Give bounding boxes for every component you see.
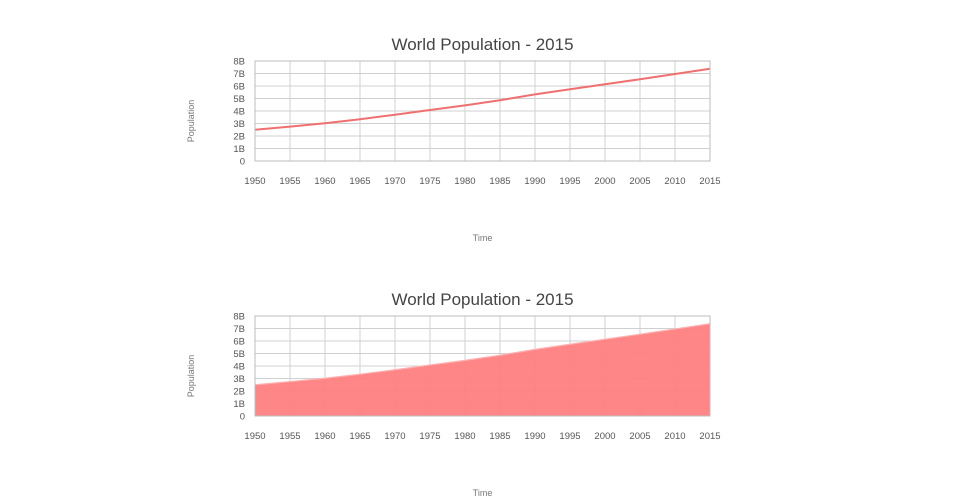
y-tick-label: 7B: [233, 324, 245, 335]
x-tick-label: 1950: [244, 176, 265, 187]
y-tick-label: 5B: [233, 94, 245, 105]
x-tick-label: 1990: [524, 176, 545, 187]
x-tick-label: 2015: [699, 431, 720, 442]
x-tick-label: 1955: [279, 176, 300, 187]
x-tick-label: 1980: [454, 431, 475, 442]
data-point: [288, 380, 292, 384]
x-axis-label: Time: [473, 233, 493, 243]
data-point: [603, 337, 607, 341]
y-axis-label: Population: [186, 100, 196, 143]
y-tick-label: 8B: [233, 312, 245, 323]
data-point: [533, 92, 537, 96]
data-point: [463, 358, 467, 362]
data-point: [288, 125, 292, 129]
data-point: [568, 87, 572, 91]
y-tick-label: 0: [240, 157, 245, 168]
data-point: [638, 332, 642, 336]
x-tick-label: 1985: [489, 431, 510, 442]
y-tick-label: 1B: [233, 399, 245, 410]
x-tick-label: 2015: [699, 176, 720, 187]
data-point: [358, 117, 362, 121]
y-tick-label: 3B: [233, 374, 245, 385]
y-tick-label: 1B: [233, 144, 245, 155]
data-point: [463, 103, 467, 107]
plot-frame: [254, 60, 711, 162]
x-tick-label: 1995: [559, 431, 580, 442]
data-point: [673, 327, 677, 331]
y-axis-label: Population: [186, 355, 196, 398]
data-point: [393, 113, 397, 117]
x-tick-label: 1965: [349, 431, 370, 442]
y-tick-label: 8B: [233, 57, 245, 68]
data-point: [638, 77, 642, 81]
x-tick-label: 1960: [314, 176, 335, 187]
y-tick-label: 7B: [233, 69, 245, 80]
x-tick-label: 1990: [524, 431, 545, 442]
data-point: [568, 342, 572, 346]
x-tick-label: 2000: [594, 176, 615, 187]
y-tick-label: 6B: [233, 82, 245, 93]
x-tick-label: 1970: [384, 431, 405, 442]
chart-title: World Population - 2015: [391, 290, 573, 309]
data-point: [498, 353, 502, 357]
line-chart-panel: World Population - 2015 0 1B 2B 3B 4B 5B 6B 7B 8B…: [186, 35, 721, 243]
area-chart-panel: World Population - 2015 0 1B 2B 3B 4B 5B 6B 7B 8B…: [0, 255, 960, 500]
data-point: [533, 347, 537, 351]
x-tick-label: 2010: [664, 176, 685, 187]
population-area-edge: [254, 323, 711, 386]
y-tick-label: 5B: [233, 349, 245, 360]
x-tick-label: 1975: [419, 431, 440, 442]
x-tick-label: 1950: [244, 431, 265, 442]
y-tick-label: 2B: [233, 387, 245, 398]
data-point: [428, 108, 432, 112]
y-tick-label: 4B: [233, 107, 245, 118]
chart-title: World Population - 2015: [391, 35, 573, 54]
data-point: [323, 376, 327, 380]
data-point: [603, 82, 607, 86]
population-line: [254, 67, 711, 131]
data-point: [393, 368, 397, 372]
population-area: [255, 323, 710, 416]
x-tick-label: 1975: [419, 176, 440, 187]
data-point: [498, 98, 502, 102]
x-tick-label: 2000: [594, 431, 615, 442]
x-axis-label: Time: [473, 488, 493, 498]
x-tick-label: 1965: [349, 176, 370, 187]
x-tick-label: 2010: [664, 431, 685, 442]
y-tick-label: 2B: [233, 132, 245, 143]
x-tick-label: 1955: [279, 431, 300, 442]
x-tick-label: 2005: [629, 176, 650, 187]
x-tick-label: 2005: [629, 431, 650, 442]
plot-frame: [254, 315, 711, 417]
y-tick-label: 4B: [233, 362, 245, 373]
data-point: [673, 72, 677, 76]
x-tick-label: 1960: [314, 431, 335, 442]
x-tick-label: 1970: [384, 176, 405, 187]
y-tick-label: 0: [240, 412, 245, 423]
data-point: [323, 121, 327, 125]
data-point: [428, 363, 432, 367]
data-point: [358, 372, 362, 376]
x-tick-label: 1995: [559, 176, 580, 187]
y-tick-label: 6B: [233, 337, 245, 348]
x-tick-label: 1980: [454, 176, 475, 187]
x-tick-label: 1985: [489, 176, 510, 187]
y-tick-label: 3B: [233, 119, 245, 130]
